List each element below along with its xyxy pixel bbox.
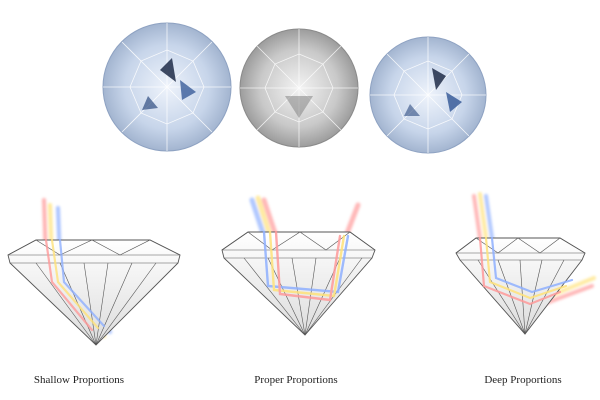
- diamond-top-proper: [240, 29, 358, 147]
- diamond-side-proper: [222, 198, 375, 335]
- caption-deep-proportions: Deep Proportions: [484, 374, 561, 386]
- diamond-side-shallow: [8, 200, 180, 345]
- diamond-top-shallow: [103, 23, 231, 151]
- diamond-top-deep: [370, 37, 486, 153]
- caption-proper-proportions: Proper Proportions: [254, 374, 337, 386]
- diamond-side-deep: [456, 194, 594, 334]
- caption-shallow-proportions: Shallow Proportions: [34, 374, 124, 386]
